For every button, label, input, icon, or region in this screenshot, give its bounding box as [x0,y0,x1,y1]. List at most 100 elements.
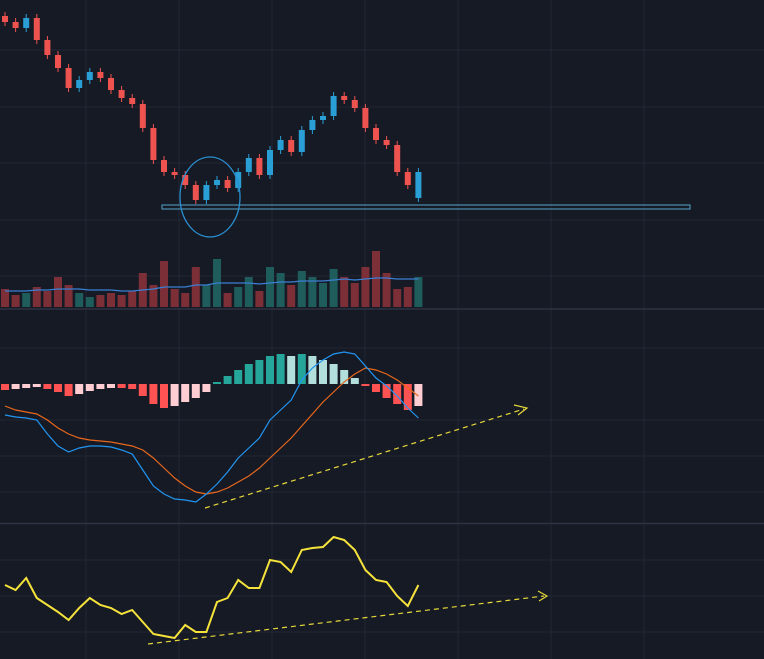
plot-area [1,12,691,640]
macd-histogram-bar [1,384,9,390]
volume-bar [54,277,62,307]
macd-histogram-bar [54,384,62,392]
volume-bar [393,289,402,307]
circle-annotation [179,156,241,238]
volume-bar [276,273,285,307]
volume-bar [361,267,370,307]
macd-histogram-bar [266,356,274,384]
trend-arrow [204,408,525,509]
macd-histogram-bar [117,384,126,388]
dea-line [4,367,419,495]
volume-bar [403,287,412,307]
volume-bar [244,277,253,307]
candle-body [139,104,146,128]
volume-bar [160,261,168,307]
candle-body [224,180,231,188]
volume-bar [297,271,306,307]
macd-histogram-bar [32,384,41,387]
candle-body [362,108,369,128]
candle-body [214,180,220,185]
macd-histogram-bar [96,384,105,389]
candle-body [394,145,401,172]
oscillator-line [4,535,420,640]
macd-histogram-bar [297,354,306,384]
arrow-head [513,404,529,416]
candle-body [118,90,125,98]
macd-histogram-bar [191,384,200,398]
macd-histogram-bar [43,384,52,389]
candle-body [86,72,93,80]
candle-body [182,175,189,185]
support-line [161,204,691,210]
candle-body [65,68,72,88]
volume-bar [266,267,274,307]
volume-bar [202,285,211,307]
macd-histogram-bar [223,376,232,384]
candle-body [245,158,252,172]
volume-ma-line [5,277,419,292]
candle-body [150,128,157,160]
candle-body [161,160,167,172]
candle-body [235,172,242,188]
candle-body [330,96,337,116]
volume-bar [308,277,317,307]
macd-histogram-bar [202,384,211,392]
macd-histogram-bar [181,384,190,402]
macd-histogram-bar [244,364,253,384]
candle-body [415,172,422,198]
dif-line [4,351,419,503]
candle-body [23,18,30,28]
volume-bar [382,273,391,307]
annotations [147,156,549,645]
macd-histogram-bar [350,378,359,384]
volume-bar [11,295,20,307]
candle-body [108,78,114,90]
candle-body [97,72,104,78]
macd-histogram-bar [213,382,221,384]
candle-body [277,140,284,150]
volume-bar [372,251,380,307]
candle-body [55,55,61,68]
pane-separators [0,308,764,525]
volume-bar [75,293,84,307]
candle-body [129,98,136,104]
volume-bar [319,283,327,307]
macd-histogram-bar [287,356,296,384]
candle-body [76,80,83,88]
macd-histogram-bar [393,384,402,404]
volume-bar [170,289,179,307]
volume-bar [43,291,52,307]
volume-bar [96,295,105,307]
macd-histogram-bar [160,384,168,408]
macd-histogram-bar [138,384,147,396]
arrow-head [537,590,549,602]
volume-bar [128,291,137,307]
macd-histogram-bar [414,384,423,406]
volume-bar [32,287,41,307]
candle-body [203,185,210,200]
volume-bar [255,291,264,307]
macd-histogram-bar [75,384,84,394]
volume-bar [234,287,243,307]
macd-histogram-bar [64,384,73,396]
candle-body [309,120,316,130]
candle-body [351,100,358,108]
candle-body [12,22,19,28]
volume-bar [223,293,232,307]
macd-histogram-bar [319,360,327,384]
candle-body [44,40,51,55]
macd-histogram-bar [372,384,380,392]
candle-body [288,140,295,152]
candle-body [33,18,40,40]
macd-histogram-bar [170,384,179,406]
macd-histogram-bar [308,356,317,384]
candle-body [256,158,263,175]
volume-bar [107,293,115,307]
macd-histogram-bar [149,384,158,404]
candle-body [341,96,348,100]
macd-histogram-bar [234,370,243,384]
volume-bar [117,295,126,307]
macd-histogram-bar [382,384,391,398]
